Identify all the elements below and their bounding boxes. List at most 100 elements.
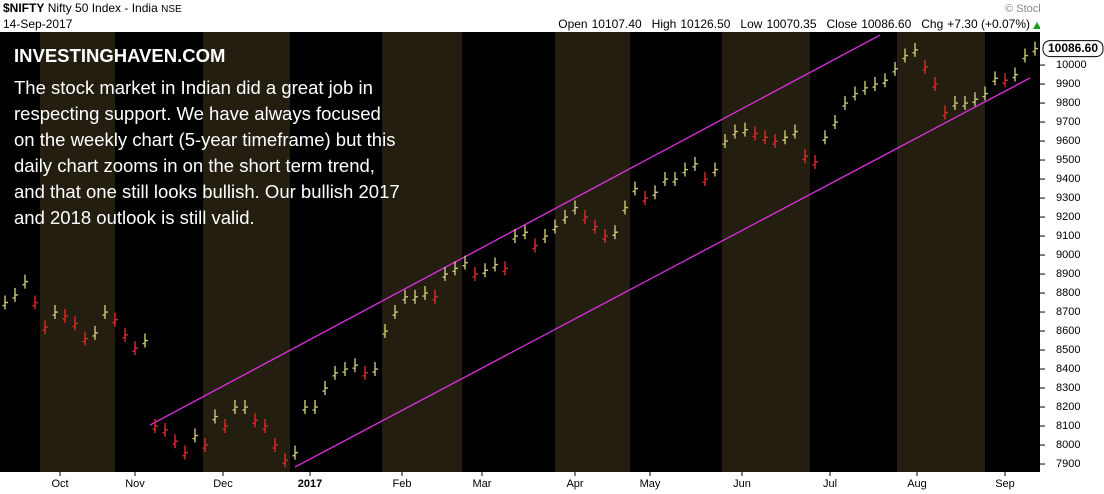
- price-bar: [702, 172, 708, 187]
- price-bar: [492, 257, 498, 272]
- price-bar: [422, 286, 428, 301]
- price-bar: [92, 325, 98, 340]
- price-bar: [652, 185, 658, 200]
- annotation-line: The stock market in Indian did a great j…: [14, 77, 373, 98]
- price-bar: [412, 289, 418, 304]
- price-bar: [782, 130, 788, 145]
- price-bar: [762, 130, 768, 145]
- price-bar: [512, 229, 518, 244]
- x-tick-label: Sep: [995, 478, 1015, 490]
- price-bar: [662, 172, 668, 187]
- price-bar: [302, 400, 308, 415]
- y-tick-label: 8300: [1056, 382, 1080, 394]
- y-tick-label: 9500: [1056, 154, 1080, 166]
- price-bar: [942, 105, 948, 120]
- y-tick-label: 9300: [1056, 192, 1080, 204]
- x-tick-label: Oct: [51, 478, 68, 490]
- y-tick-label: 8700: [1056, 306, 1080, 318]
- price-bar: [182, 445, 188, 460]
- x-tick-label: Feb: [393, 478, 412, 490]
- price-bar: [592, 219, 598, 234]
- x-tick-label: Apr: [566, 478, 583, 490]
- price-bar: [642, 191, 648, 206]
- y-tick-label: 8200: [1056, 401, 1080, 413]
- price-bar: [362, 365, 368, 380]
- price-bar: [912, 42, 918, 57]
- month-band: [722, 32, 810, 472]
- axis-background: [1040, 0, 1104, 494]
- price-bar: [802, 149, 808, 164]
- month-band: [382, 32, 462, 472]
- price-bar: [722, 134, 728, 149]
- annotation-line: and that one still looks bullish. Our bu…: [14, 181, 400, 202]
- price-bar: [892, 61, 898, 76]
- price-bar: [532, 238, 538, 253]
- price-bar: [322, 381, 328, 396]
- quote-line: Open 10107.40 High 10126.50 Low 10070.35 Close…: [558, 17, 1030, 31]
- price-bar: [472, 267, 478, 282]
- symbol: $NIFTY: [3, 1, 44, 15]
- last-value-box: [1042, 40, 1104, 58]
- y-tick-label: 9000: [1056, 249, 1080, 261]
- quote-label: Close: [827, 17, 858, 31]
- x-tick-label: May: [640, 478, 661, 490]
- price-bar: [112, 312, 118, 327]
- price-bar: [132, 341, 138, 356]
- price-bar: [102, 305, 108, 320]
- price-bar: [12, 287, 18, 302]
- price-bar: [242, 400, 248, 415]
- price-bar: [392, 305, 398, 320]
- y-tick-label: 9600: [1056, 135, 1080, 147]
- price-bar: [202, 438, 208, 453]
- price-bar: [162, 422, 168, 437]
- price-bar: [902, 48, 908, 63]
- price-bar: [212, 409, 218, 424]
- price-bar: [712, 162, 718, 177]
- price-bar: [282, 453, 288, 468]
- price-bar: [32, 295, 38, 310]
- price-bar: [862, 80, 868, 95]
- price-bar: [252, 413, 258, 428]
- price-bar: [792, 124, 798, 139]
- price-bar: [192, 428, 198, 443]
- price-bar: [562, 210, 568, 225]
- price-bar: [872, 77, 878, 92]
- quote-value: 10107.40: [592, 17, 642, 31]
- y-tick-label: 9100: [1056, 230, 1080, 242]
- y-tick-label: 8600: [1056, 325, 1080, 337]
- date: 14-Sep-2017: [3, 17, 73, 31]
- price-bar: [972, 92, 978, 107]
- price-bar: [812, 154, 818, 169]
- price-bar: [922, 59, 928, 74]
- price-bar: [342, 362, 348, 377]
- price-bar: [312, 400, 318, 415]
- price-bar: [2, 295, 8, 310]
- price-bar: [462, 255, 468, 270]
- price-bar: [962, 96, 968, 111]
- price-bar: [1012, 67, 1018, 82]
- price-bar: [62, 308, 68, 323]
- price-bar: [82, 331, 88, 346]
- quote-value: 10086.60: [861, 17, 911, 31]
- last-value-label: 10086.60: [1048, 41, 1098, 55]
- annotation-line: daily chart zooms in on the short term t…: [14, 155, 375, 176]
- price-bar: [602, 229, 608, 244]
- x-tick-label: Jul: [823, 478, 837, 490]
- quote-label: High: [652, 17, 677, 31]
- price-bar: [682, 162, 688, 177]
- price-bar: [442, 267, 448, 282]
- price-bar: [222, 419, 228, 434]
- x-tick-label: Nov: [125, 478, 145, 490]
- month-band: [897, 32, 985, 472]
- y-tick-label: 9200: [1056, 211, 1080, 223]
- trend-line: [294, 77, 1031, 468]
- y-tick-label: 9700: [1056, 116, 1080, 128]
- price-bar: [152, 419, 158, 434]
- price-bar: [572, 200, 578, 215]
- y-tick-label: 8900: [1056, 268, 1080, 280]
- price-bar: [332, 365, 338, 380]
- y-tick-label: 9900: [1056, 78, 1080, 90]
- price-bar: [622, 200, 628, 215]
- price-bar: [672, 172, 678, 187]
